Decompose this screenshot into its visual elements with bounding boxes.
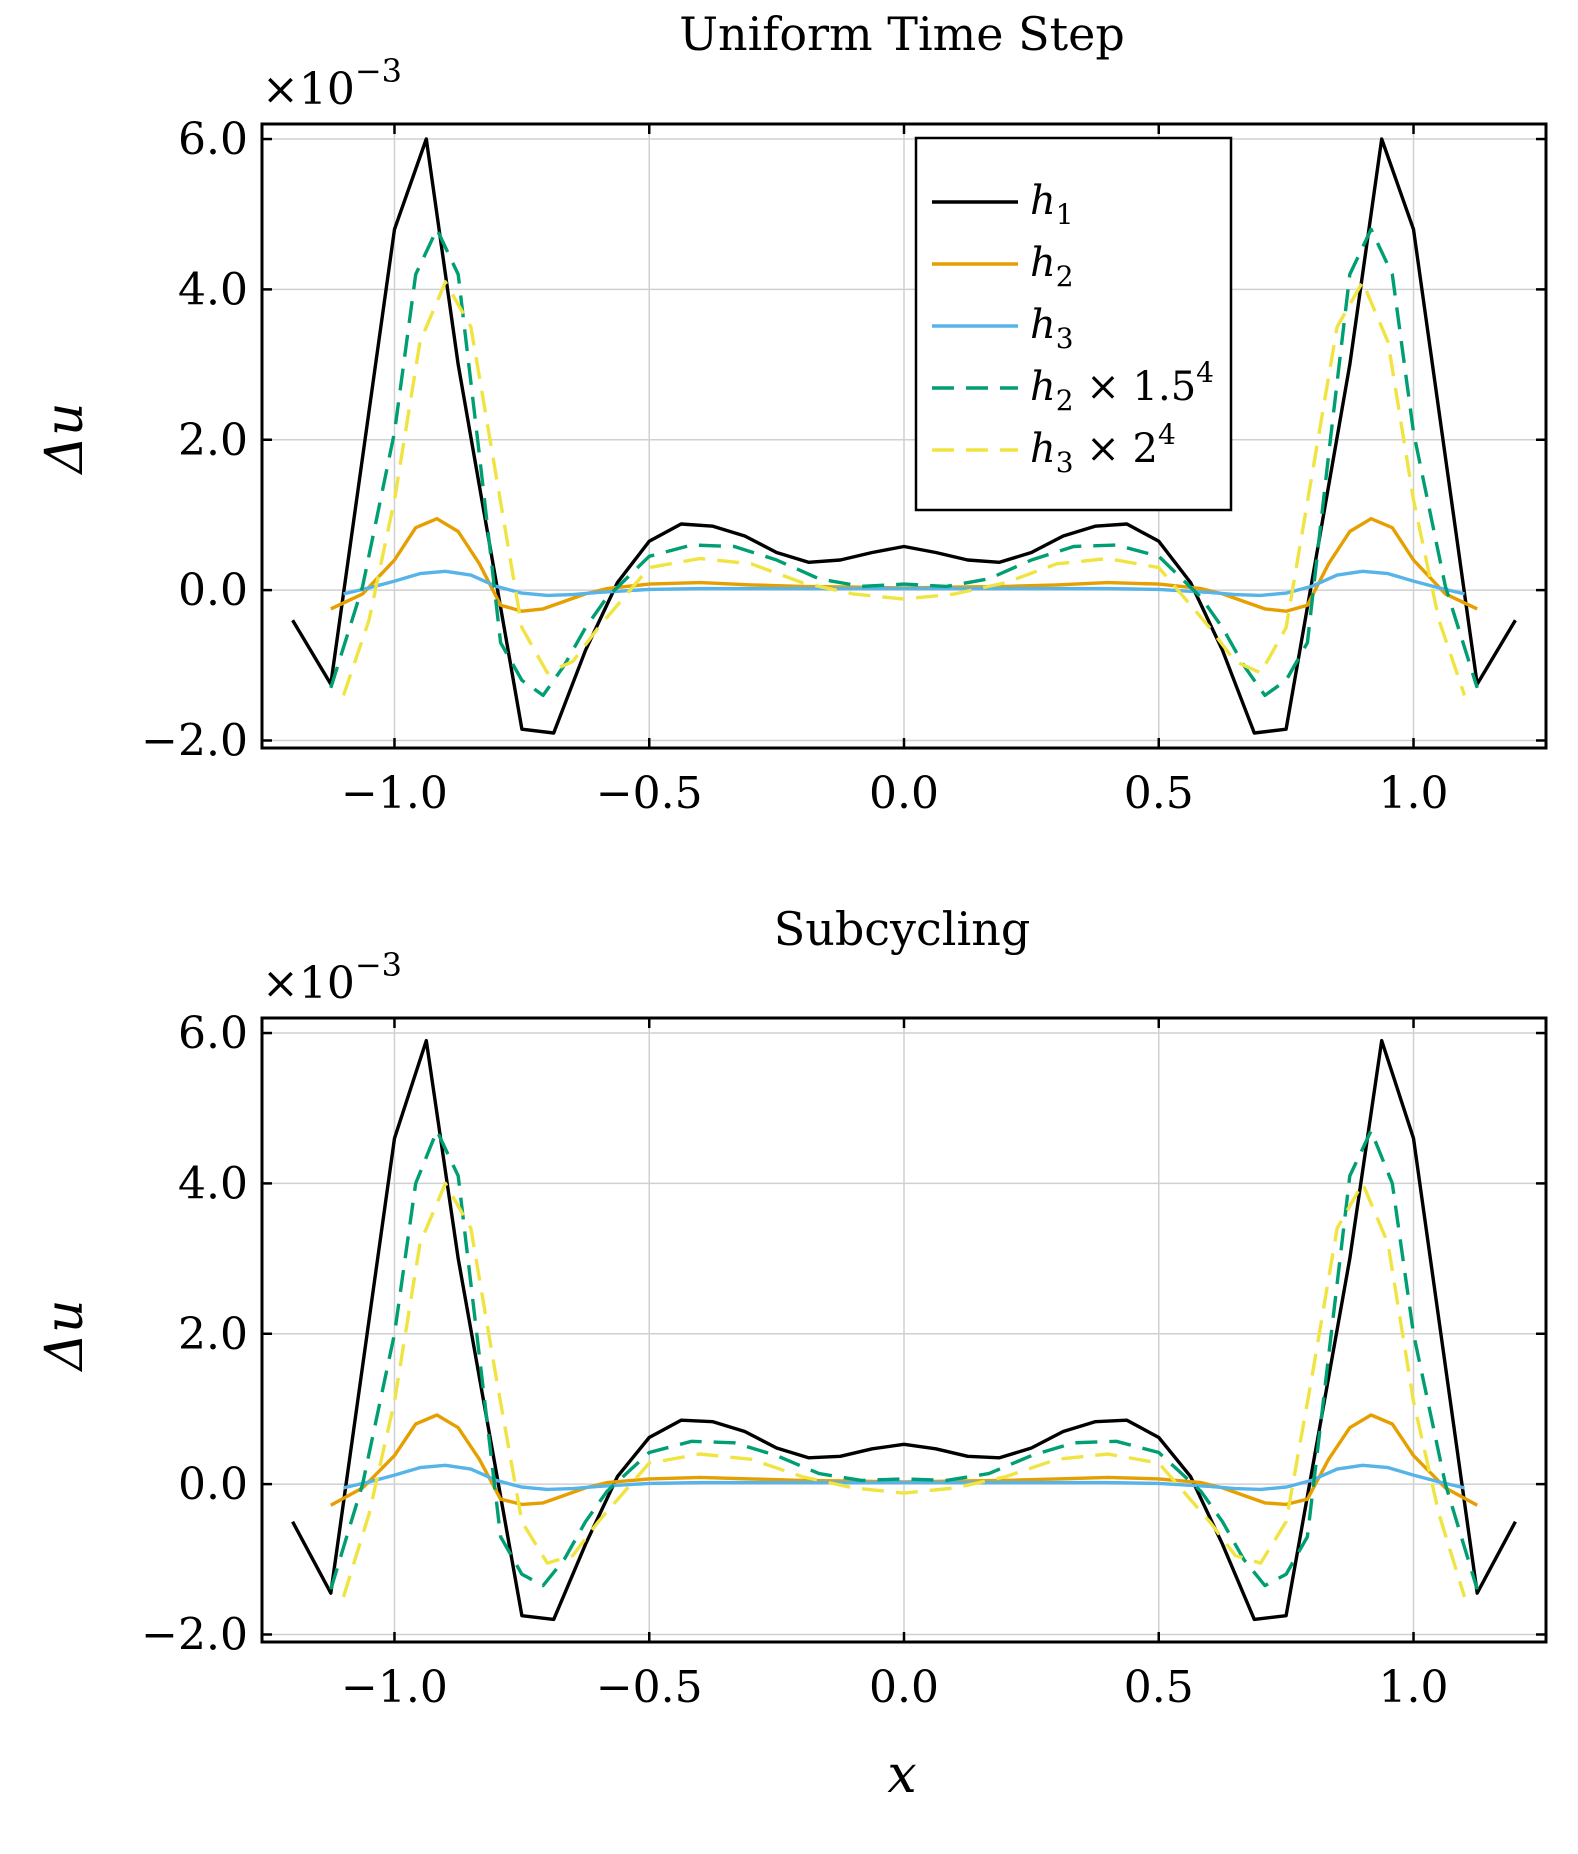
- panel-uniform-time-step: Uniform Time Step ×10−3 Δu −1.0 −0.5 0.0 0.…: [35, 7, 1548, 819]
- legend-box: [914, 136, 1233, 512]
- x-tick-label: 0.5: [1124, 1662, 1194, 1713]
- y-tick-label: 2.0: [178, 415, 248, 466]
- x-tick-label: 0.5: [1124, 768, 1194, 819]
- series-line-h3x2^4: [341, 1181, 1467, 1598]
- x-tick-label: −0.5: [596, 768, 703, 819]
- legend-label-h2x1.5^4: h2 × 1.54: [1030, 356, 1214, 417]
- legend-label-h1: h1: [1030, 178, 1074, 231]
- y-tick-label: 4.0: [178, 1158, 248, 1209]
- series-line-h2x1.5^4: [329, 1129, 1479, 1590]
- y-tick-label: 6.0: [178, 1008, 248, 1059]
- series-line-h2x1.5^4: [329, 227, 1479, 698]
- legend-label-h3x2^4: h3 × 24: [1030, 418, 1176, 479]
- x-tick-label: −1.0: [341, 1662, 448, 1713]
- x-axis-label: x: [887, 1745, 916, 1805]
- y-tick-label: 0.0: [178, 1459, 248, 1510]
- legend-label-h3: h3: [1030, 302, 1074, 355]
- y-tick-label: 0.0: [178, 565, 248, 616]
- series-line-h3: [343, 1463, 1465, 1492]
- y-tick-label: 2.0: [178, 1309, 248, 1360]
- y-axis-label: Δu: [35, 402, 95, 475]
- x-tick-label: 0.0: [869, 1662, 939, 1713]
- y-scale-multiplier: ×10−3: [262, 52, 402, 115]
- series-line-h3: [343, 569, 1465, 598]
- plot-area: −1.0 −0.5 0.0 0.5 1.0 −2.0 0.0 2.0 4.0 6.0: [141, 1008, 1548, 1713]
- x-tick-label: −0.5: [596, 1662, 703, 1713]
- panel-title: Uniform Time Step: [679, 7, 1125, 61]
- series-line-h3x2^4: [341, 280, 1467, 696]
- panel-title: Subcycling: [774, 902, 1031, 956]
- x-tick-label: 1.0: [1379, 1662, 1449, 1713]
- y-axis-label: Δu: [35, 1299, 95, 1372]
- y-scale-multiplier: ×10−3: [262, 946, 402, 1009]
- legend-label-h2: h2: [1030, 240, 1074, 293]
- y-tick-label: 6.0: [178, 114, 248, 165]
- x-tick-label: −1.0: [341, 768, 448, 819]
- series-line-h1: [291, 137, 1517, 735]
- series-line-h1: [291, 1038, 1517, 1622]
- y-tick-label: 4.0: [178, 264, 248, 315]
- x-tick-label: 1.0: [1379, 768, 1449, 819]
- plot-area: −1.0 −0.5 0.0 0.5 1.0 −2.0 0.0 2.0 4.0 6.0: [141, 114, 1548, 819]
- y-tick-label: −2.0: [141, 1609, 248, 1660]
- y-tick-label: −2.0: [141, 715, 248, 766]
- x-tick-label: 0.0: [869, 768, 939, 819]
- panel-subcycling: Subcycling ×10−3 Δu x −1.0 −0.5 0.0 0.5 1.0−…: [35, 902, 1548, 1805]
